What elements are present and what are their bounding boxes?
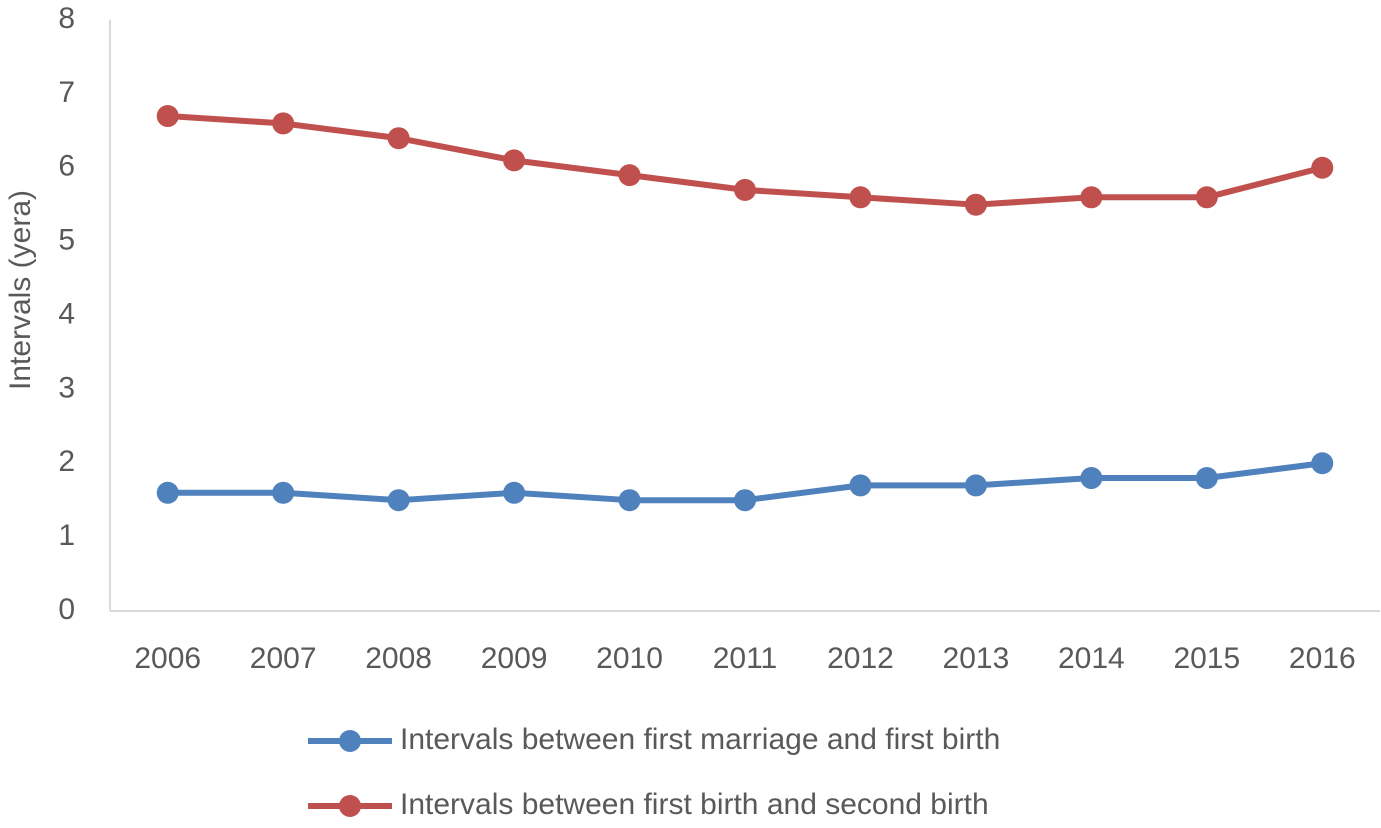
legend-marker xyxy=(339,795,361,817)
y-tick-label: 2 xyxy=(58,445,75,478)
point xyxy=(849,474,872,497)
x-tick-label: 2014 xyxy=(1058,642,1125,675)
point xyxy=(734,178,756,201)
x-tick-label: 2009 xyxy=(481,642,548,675)
point xyxy=(503,481,526,504)
y-tick-label: 0 xyxy=(58,593,75,626)
x-tick-label: 2010 xyxy=(596,642,663,675)
point xyxy=(156,105,179,128)
point xyxy=(1311,156,1334,179)
y-axis-title: Intervals (yera) xyxy=(4,190,37,390)
point xyxy=(734,489,756,512)
point xyxy=(156,481,179,504)
point xyxy=(964,474,987,497)
y-tick-label: 6 xyxy=(58,150,75,183)
x-tick-label: 2008 xyxy=(365,642,432,675)
y-tick-label: 3 xyxy=(58,371,75,404)
legend-label: Intervals between first birth and second… xyxy=(400,788,989,821)
x-tick-label: 2015 xyxy=(1173,642,1240,675)
y-tick-label: 4 xyxy=(58,297,75,330)
point xyxy=(1311,452,1334,475)
point xyxy=(1080,186,1103,209)
x-tick-label: 2006 xyxy=(134,642,201,675)
point xyxy=(618,164,641,187)
point xyxy=(272,481,295,504)
point xyxy=(1195,467,1218,490)
point xyxy=(1195,186,1218,209)
y-tick-label: 7 xyxy=(58,76,75,109)
point xyxy=(1080,467,1103,490)
point xyxy=(964,193,987,216)
legend-label: Intervals between first marriage and fir… xyxy=(400,723,1000,756)
point xyxy=(387,127,410,150)
y-tick-label: 8 xyxy=(58,2,75,35)
x-tick-label: 2011 xyxy=(713,642,778,675)
point xyxy=(272,112,295,135)
y-tick-label: 5 xyxy=(58,224,75,257)
point xyxy=(618,489,641,512)
point xyxy=(503,149,526,172)
x-tick-label: 2016 xyxy=(1289,642,1356,675)
y-tick-label: 1 xyxy=(58,519,75,552)
x-tick-label: 2012 xyxy=(827,642,894,675)
point xyxy=(849,186,872,209)
x-tick-label: 2013 xyxy=(943,642,1010,675)
legend-marker xyxy=(339,730,361,752)
point xyxy=(387,489,410,512)
x-tick-label: 2007 xyxy=(250,642,317,675)
